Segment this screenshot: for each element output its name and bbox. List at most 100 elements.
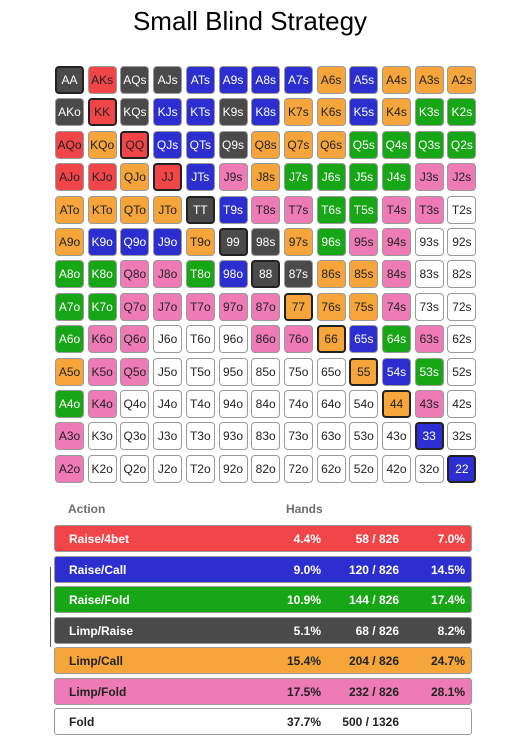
hand-cell: K3o xyxy=(87,422,117,451)
hand-cell: AKs xyxy=(87,66,117,94)
hand-cell: T6o xyxy=(185,325,215,354)
legend-row-raise-fold: Raise/Fold 10.9% 144 / 826 17.4% xyxy=(54,586,472,613)
hand-cell: 53o xyxy=(349,422,379,451)
hand-cell: AQs xyxy=(120,66,150,94)
hand-cell: A7s xyxy=(283,66,313,94)
hand-cell: 77 xyxy=(283,292,313,321)
hand-cell: 97o xyxy=(218,292,248,321)
legend-percent-of-played: 28.1% xyxy=(430,684,465,699)
legend-percent: 5.1% xyxy=(293,623,321,638)
legend-header-hands: Hands xyxy=(286,502,323,516)
hand-cell: ATo xyxy=(55,195,84,224)
hand-cell: 64s xyxy=(382,325,411,354)
hand-cell: Q5o xyxy=(120,357,150,386)
legend-count: 58 / 826 xyxy=(355,532,399,546)
hand-cell: 43o xyxy=(382,422,411,451)
hand-cell: TT xyxy=(185,195,215,224)
hand-cell: T8s xyxy=(251,195,281,224)
legend-row-fold: Fold 37.7% 500 / 1326 xyxy=(54,708,472,735)
legend-label: Raise/Call xyxy=(69,562,127,577)
legend-percent-of-played: 7.0% xyxy=(437,532,465,546)
legend-count: 500 / 1326 xyxy=(342,715,399,729)
legend-count: 232 / 826 xyxy=(348,684,399,699)
hand-cell: 74o xyxy=(283,390,313,418)
hand-cell: Q6o xyxy=(120,325,150,354)
hand-cell: 76o xyxy=(283,325,313,354)
hand-cell: K3s xyxy=(414,98,444,127)
legend-row-raise-call: Raise/Call 9.0% 120 / 826 14.5% xyxy=(54,555,472,583)
hand-cell: T3o xyxy=(185,422,215,451)
legend-count: 68 / 826 xyxy=(355,623,399,638)
hand-cell: K8o xyxy=(87,260,117,289)
hand-cell: KK xyxy=(87,98,117,127)
hand-cell: K6o xyxy=(87,325,117,354)
hand-cell: 43s xyxy=(414,390,444,418)
hand-cell: 83s xyxy=(414,260,444,289)
hand-cell: Q8o xyxy=(120,260,150,289)
legend-label: Fold xyxy=(69,715,95,729)
hand-cell: A7o xyxy=(55,292,84,321)
hand-cell: K2s xyxy=(447,98,477,127)
hand-cell: 82s xyxy=(447,260,477,289)
hand-cell: Q7o xyxy=(120,292,150,321)
hand-cell: 54s xyxy=(382,357,411,386)
hand-cell: QQ xyxy=(120,130,150,159)
hand-cell: K9o xyxy=(87,228,117,256)
legend-row-limp-raise: Limp/Raise 5.1% 68 / 826 8.2% xyxy=(54,616,472,644)
hand-cell: 66 xyxy=(316,325,346,354)
legend-label: Limp/Raise xyxy=(69,623,134,638)
hand-cell: J8o xyxy=(153,260,183,289)
hand-cell: Q9s xyxy=(218,130,248,159)
hand-cell: 72s xyxy=(447,292,477,321)
hand-cell: J3o xyxy=(153,422,183,451)
hand-cell: J9s xyxy=(218,163,248,192)
hand-cell: 85o xyxy=(251,357,281,386)
hand-cell: KQs xyxy=(120,98,150,127)
hand-cell: J6o xyxy=(153,325,183,354)
legend-label: Limp/Call xyxy=(69,654,124,668)
hand-cell: KQo xyxy=(87,130,117,159)
hand-cell: 92o xyxy=(218,454,248,483)
hand-cell: J9o xyxy=(153,228,183,256)
hand-cell: 63s xyxy=(414,325,444,354)
hand-cell: K9s xyxy=(218,98,248,127)
hand-cell: 52s xyxy=(447,357,477,386)
hand-cell: T4s xyxy=(382,195,411,224)
hand-cell: J7s xyxy=(283,163,313,192)
hand-cell: K8s xyxy=(251,98,281,127)
hand-cell: T6s xyxy=(316,195,346,224)
hand-cell: 65o xyxy=(316,357,346,386)
hand-cell: 93s xyxy=(414,228,444,256)
hand-cell: T5o xyxy=(185,357,215,386)
hand-cell: T3s xyxy=(414,195,444,224)
hand-cell: 55 xyxy=(349,357,379,386)
hand-cell: 73o xyxy=(283,422,313,451)
hand-cell: 87o xyxy=(251,292,281,321)
hand-cell: A8o xyxy=(55,260,84,289)
hand-cell: A4s xyxy=(382,66,411,94)
hand-cell: 75s xyxy=(349,292,379,321)
hand-cell: A3o xyxy=(55,422,84,451)
hand-cell: A8s xyxy=(251,66,281,94)
hand-cell: T2o xyxy=(185,454,215,483)
hand-cell: Q7s xyxy=(283,130,313,159)
legend-percent-of-played: 24.7% xyxy=(430,654,465,668)
hand-cell: AQo xyxy=(55,130,84,159)
hand-cell: Q4s xyxy=(382,130,411,159)
hand-cell: AA xyxy=(55,66,84,94)
legend-row-limp-fold: Limp/Fold 17.5% 232 / 826 28.1% xyxy=(54,677,472,705)
hand-cell: J4o xyxy=(153,390,183,418)
legend-row-raise-4bet: Raise/4bet 4.4% 58 / 826 7.0% xyxy=(54,525,472,552)
hand-cell: 63o xyxy=(316,422,346,451)
hand-cell: QJo xyxy=(120,163,150,192)
hand-cell: K2o xyxy=(87,454,117,483)
hand-cell: T2s xyxy=(447,195,477,224)
hand-cell: 98o xyxy=(218,260,248,289)
legend-label: Raise/Fold xyxy=(69,593,130,607)
hand-cell: 62s xyxy=(447,325,477,354)
hand-cell: 82o xyxy=(251,454,281,483)
legend-label: Limp/Fold xyxy=(69,684,127,699)
hand-cell: 32s xyxy=(447,422,477,451)
legend-percent: 15.4% xyxy=(286,654,321,668)
hand-cell: K7s xyxy=(283,98,313,127)
